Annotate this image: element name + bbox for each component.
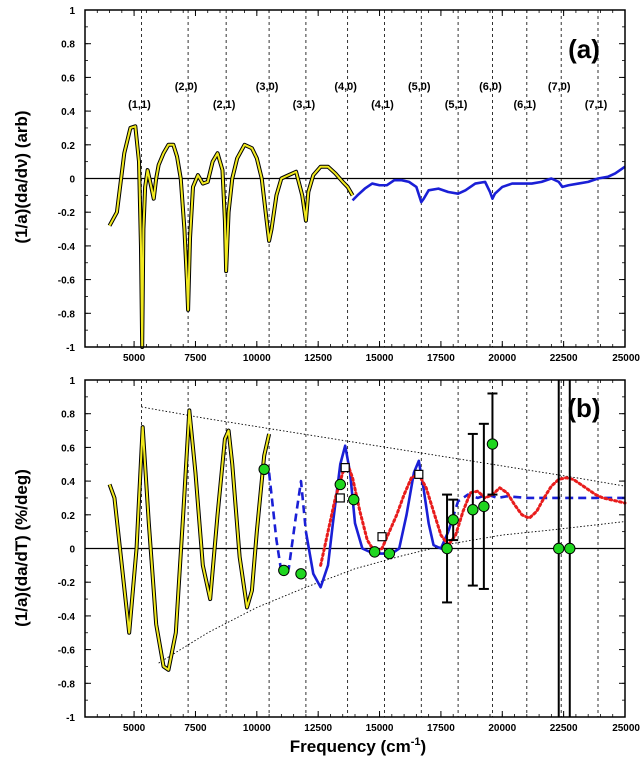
data-point	[564, 542, 576, 555]
y-tick-label: -0.4	[58, 612, 76, 623]
series-line	[319, 462, 627, 567]
y-tick-label: -0.6	[58, 646, 76, 657]
band-label: (2,1)	[213, 99, 236, 111]
y-tick-label: 0.8	[61, 40, 75, 51]
y-tick-label: 1	[69, 6, 75, 17]
data-point	[295, 568, 307, 580]
x-tick-label: 5000	[123, 353, 146, 364]
y-tick-label: 1	[69, 376, 75, 387]
square-point	[414, 469, 424, 479]
band-label: (4,0)	[334, 81, 357, 93]
x-tick-label: 12500	[304, 723, 332, 734]
band-label: (3,0)	[256, 81, 279, 93]
x-tick-label: 17500	[427, 353, 455, 364]
band-label: (4,1)	[371, 99, 394, 111]
x-tick-label: 22500	[550, 723, 578, 734]
panel-a-label: (a)	[568, 34, 600, 64]
y-tick-label: 0.6	[61, 443, 75, 454]
y-tick-label: -0.6	[58, 276, 76, 287]
panel-b-label: (b)	[567, 393, 600, 423]
y-tick-label: 0.6	[61, 73, 75, 84]
y-tick-label: 0	[69, 545, 75, 556]
y-tick-label: 0.2	[61, 511, 75, 522]
data-point	[278, 564, 290, 577]
band-label: (3,1)	[293, 99, 316, 111]
x-tick-label: 25000	[612, 723, 640, 734]
panel-a: 1 0.8 0.6 0.4 0.2 0 -0.2 -0.4 -0.6 -0.8 -1 5000 7500…	[58, 6, 640, 364]
x-tick-label: 7500	[184, 723, 207, 734]
data-point	[478, 500, 490, 513]
y-tick-label: 0.2	[61, 141, 75, 152]
x-tick-label: 22500	[550, 353, 578, 364]
y-tick-label: 0.8	[61, 410, 75, 421]
x-tick-label: 12500	[304, 353, 332, 364]
series-line	[108, 409, 271, 671]
x-tick-label: 7500	[184, 353, 207, 364]
y-tick-label: -0.2	[58, 578, 76, 589]
series-line	[108, 125, 354, 348]
x-tick-label: 5000	[123, 723, 146, 734]
y-tick-label: 0.4	[61, 107, 75, 118]
series-line-outline	[107, 124, 355, 349]
y-tick-label: -1	[66, 343, 75, 354]
data-point	[368, 546, 381, 558]
x-tick-label: 20000	[488, 353, 516, 364]
square-point	[340, 463, 350, 473]
y-axis-title-b: (1/a)(da/dT) (%/deg)	[12, 469, 31, 627]
data-point	[383, 547, 396, 560]
square-point	[377, 532, 387, 542]
data-point	[258, 463, 270, 476]
series-line-outline	[107, 408, 272, 672]
data-point	[334, 478, 346, 491]
y-tick-label: -0.8	[58, 679, 76, 690]
y-tick-label: 0.4	[61, 477, 75, 488]
band-label: (6,1)	[514, 99, 537, 111]
x-tick-label: 17500	[427, 723, 455, 734]
series-line	[304, 444, 450, 589]
band-label: (7,0)	[548, 81, 571, 93]
y-axis-title-a: (1/a)(da/dν) (arb)	[12, 110, 31, 243]
y-tick-label: -0.2	[58, 208, 76, 219]
x-tick-label: 15000	[366, 723, 394, 734]
band-label: (7,1)	[585, 99, 608, 111]
square-point	[335, 493, 345, 503]
series-line	[267, 472, 308, 574]
data-point	[348, 493, 360, 506]
band-label: (6,0)	[479, 81, 502, 93]
data-point	[467, 504, 479, 516]
y-tick-label: 0	[69, 175, 75, 186]
envelope-lower-line	[158, 521, 626, 664]
series-line	[351, 165, 626, 204]
band-label: (1,1)	[128, 99, 151, 111]
x-tick-label: 15000	[366, 353, 394, 364]
x-tick-label: 20000	[488, 723, 516, 734]
y-tick-label: -1	[66, 713, 75, 724]
series-line	[447, 493, 625, 533]
data-point	[441, 542, 453, 555]
panel-b: 1 0.8 0.6 0.4 0.2 0 -0.2 -0.4 -0.6 -0.8 -1 5000 7500…	[58, 376, 640, 734]
y-tick-label: -0.4	[58, 242, 76, 253]
x-axis-title: Frequency (cm-1)	[290, 736, 426, 756]
band-label: (2,0)	[175, 81, 198, 93]
x-tick-label: 25000	[612, 353, 640, 364]
envelope-upper-line	[141, 406, 626, 487]
data-point	[486, 438, 499, 450]
band-label: (5,1)	[445, 99, 468, 111]
y-tick-label: -0.8	[58, 309, 76, 320]
band-label: (5,0)	[408, 81, 431, 93]
data-point	[447, 514, 459, 526]
x-tick-label: 10000	[243, 353, 271, 364]
data-point	[553, 542, 565, 555]
x-tick-label: 10000	[243, 723, 271, 734]
